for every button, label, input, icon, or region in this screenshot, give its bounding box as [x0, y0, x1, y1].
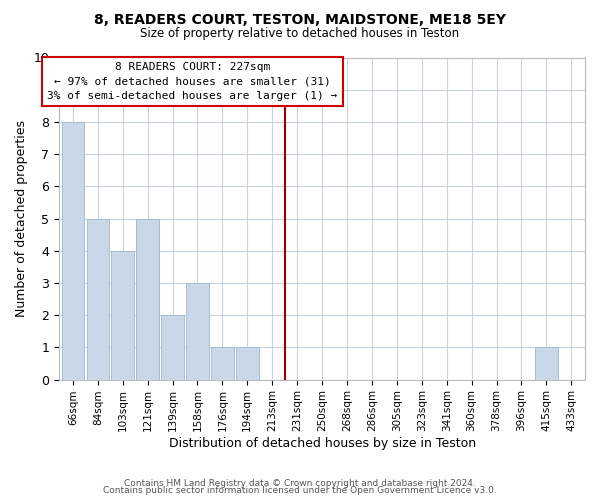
Text: 8, READERS COURT, TESTON, MAIDSTONE, ME18 5EY: 8, READERS COURT, TESTON, MAIDSTONE, ME1…: [94, 12, 506, 26]
Bar: [62, 122, 84, 380]
Bar: [186, 283, 209, 380]
Text: Size of property relative to detached houses in Teston: Size of property relative to detached ho…: [140, 28, 460, 40]
Bar: [136, 218, 159, 380]
Bar: [211, 348, 233, 380]
Text: 8 READERS COURT: 227sqm
← 97% of detached houses are smaller (31)
3% of semi-det: 8 READERS COURT: 227sqm ← 97% of detache…: [47, 62, 338, 101]
X-axis label: Distribution of detached houses by size in Teston: Distribution of detached houses by size …: [169, 437, 476, 450]
Bar: [236, 348, 259, 380]
Bar: [535, 348, 557, 380]
Text: Contains public sector information licensed under the Open Government Licence v3: Contains public sector information licen…: [103, 486, 497, 495]
Bar: [86, 218, 109, 380]
Bar: [112, 251, 134, 380]
Text: Contains HM Land Registry data © Crown copyright and database right 2024.: Contains HM Land Registry data © Crown c…: [124, 478, 476, 488]
Y-axis label: Number of detached properties: Number of detached properties: [15, 120, 28, 317]
Bar: [161, 315, 184, 380]
